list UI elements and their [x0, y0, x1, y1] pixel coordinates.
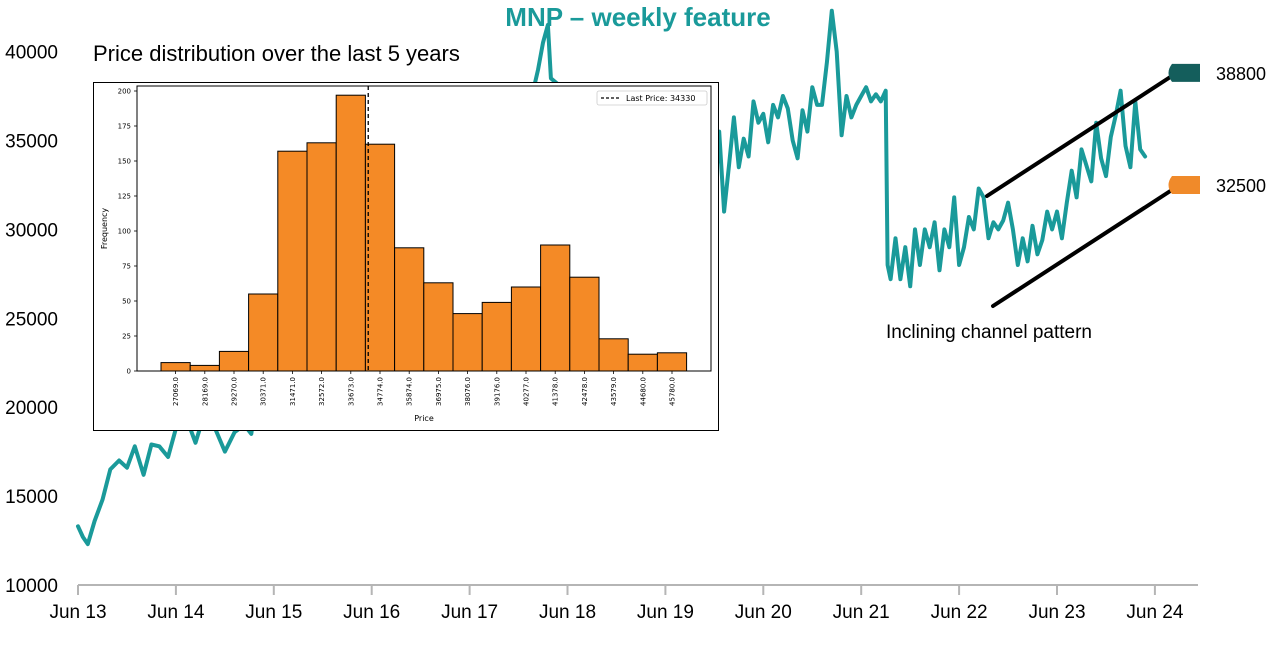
- hist-y-tick-label: 100: [118, 228, 131, 236]
- pattern-label: Inclining channel pattern: [886, 322, 1092, 343]
- histogram-title: Price distribution over the last 5 years: [93, 41, 460, 66]
- hist-bar: [189, 364, 220, 372]
- histogram-inset: 0 25 50 75 100 125 150 175 200 27069.0 28169.0 2927…: [93, 82, 719, 431]
- histogram-chart: 0 25 50 75 100 125 150 175 200 27069.0 28169.0 2927…: [100, 85, 712, 423]
- hist-x-tick-label: 39176.0: [493, 377, 501, 406]
- lower-value-tag: [1168, 175, 1200, 194]
- hist-x-tick-label: 41378.0: [552, 377, 560, 406]
- hist-bar: [364, 143, 396, 372]
- hist-x-tick-label: 33673.0: [347, 377, 355, 406]
- hist-y-tick-label: 175: [118, 123, 131, 131]
- x-axis: Jun 13 Jun 14 Jun 15 Jun 16 Jun 17 Jun 18 Jun …: [49, 584, 1198, 623]
- y-tick-label: 25000: [5, 309, 58, 330]
- x-tick-label: Jun 13: [49, 602, 106, 623]
- y-tick-label: 20000: [5, 398, 58, 419]
- hist-x-tick-label: 27069.0: [172, 377, 180, 406]
- hist-legend-box: [596, 90, 708, 106]
- hist-x-tick-label: 34774.0: [377, 377, 385, 406]
- hist-x-tick-label: 40277.0: [523, 377, 531, 406]
- chart-title: MNP – weekly feature: [505, 2, 770, 32]
- x-tick-label: Jun 19: [637, 602, 694, 623]
- hist-bar: [598, 338, 629, 372]
- channel-lower-line: [991, 184, 1180, 308]
- hist-y-axis-label: Frequency: [100, 208, 109, 250]
- hist-bar: [423, 282, 454, 372]
- x-tick-label: Jun 22: [931, 602, 988, 623]
- x-tick-label: Jun 17: [441, 602, 498, 623]
- hist-x-tick-label: 45780.0: [669, 377, 677, 406]
- histogram-plot: 0 25 50 75 100 125 150 175 200 27069.0 28169.0 2927…: [100, 85, 712, 423]
- hist-bar: [452, 313, 483, 372]
- hist-y-tick-label: 125: [118, 193, 131, 201]
- hist-bar: [248, 293, 279, 372]
- y-tick-label: 35000: [5, 132, 58, 153]
- hist-bar: [277, 150, 308, 372]
- lower-value-label: 32500: [1216, 176, 1266, 196]
- hist-x-tick-label: 44680.0: [639, 377, 647, 406]
- x-tick-label: Jun 15: [245, 602, 302, 623]
- x-tick-label: Jun 18: [539, 602, 596, 623]
- hist-bar: [627, 353, 658, 372]
- y-tick-label: 30000: [5, 220, 58, 241]
- hist-x-tick-label: 31471.0: [289, 377, 297, 406]
- x-tick-label: Jun 16: [343, 602, 400, 623]
- x-tick-label: Jun 14: [147, 602, 204, 623]
- y-tick-label: 40000: [5, 43, 58, 64]
- channel-upper-line: [985, 70, 1180, 198]
- y-tick-label: 15000: [5, 487, 58, 508]
- hist-x-tick-label: 28169.0: [201, 377, 209, 406]
- hist-x-tick-label: 32572.0: [318, 377, 326, 406]
- hist-y-tick-label: 25: [122, 333, 131, 341]
- hist-bar: [656, 352, 688, 372]
- hist-x-axis-label: Price: [414, 414, 434, 423]
- x-tick-label: Jun 21: [833, 602, 890, 623]
- hist-x-tick-label: 35874.0: [406, 377, 414, 406]
- hist-x-tick-label: 36975.0: [435, 377, 443, 406]
- hist-x-tick-label: 29270.0: [231, 377, 239, 406]
- hist-y-tick-label: 200: [118, 88, 131, 96]
- hist-bar: [306, 142, 337, 372]
- hist-bar: [160, 362, 191, 372]
- x-tick-label: Jun 23: [1028, 602, 1085, 623]
- hist-bar: [394, 247, 425, 372]
- y-axis-ticks: 10000 15000 20000 25000 30000 35000 40000: [5, 43, 58, 597]
- hist-bar: [218, 350, 250, 372]
- y-tick-label: 10000: [5, 576, 58, 597]
- hist-bar: [481, 301, 512, 372]
- upper-value-label: 38800: [1216, 64, 1266, 84]
- hist-y-tick-label: 75: [122, 263, 131, 271]
- hist-bar: [569, 276, 600, 372]
- hist-x-tick-label: 42478.0: [581, 377, 589, 406]
- hist-x-tick-label: 43579.0: [610, 377, 618, 406]
- hist-y-tick-label: 50: [122, 298, 131, 306]
- hist-x-tick-label: 38076.0: [464, 377, 472, 406]
- upper-value-tag: [1168, 63, 1200, 82]
- hist-y-tick-label: 150: [118, 158, 131, 166]
- x-tick-label: Jun 24: [1126, 602, 1183, 623]
- x-tick-label: Jun 20: [735, 602, 792, 623]
- hist-x-tick-label: 30371.0: [260, 377, 268, 406]
- hist-legend-label: Last Price: 34330: [626, 94, 695, 103]
- hist-bar: [335, 94, 366, 372]
- hist-bar: [510, 286, 542, 372]
- hist-bar: [540, 244, 571, 372]
- hist-y-tick-label: 0: [127, 368, 131, 376]
- channel-annotations: 38800 32500 Inclining channel pattern: [886, 64, 1266, 343]
